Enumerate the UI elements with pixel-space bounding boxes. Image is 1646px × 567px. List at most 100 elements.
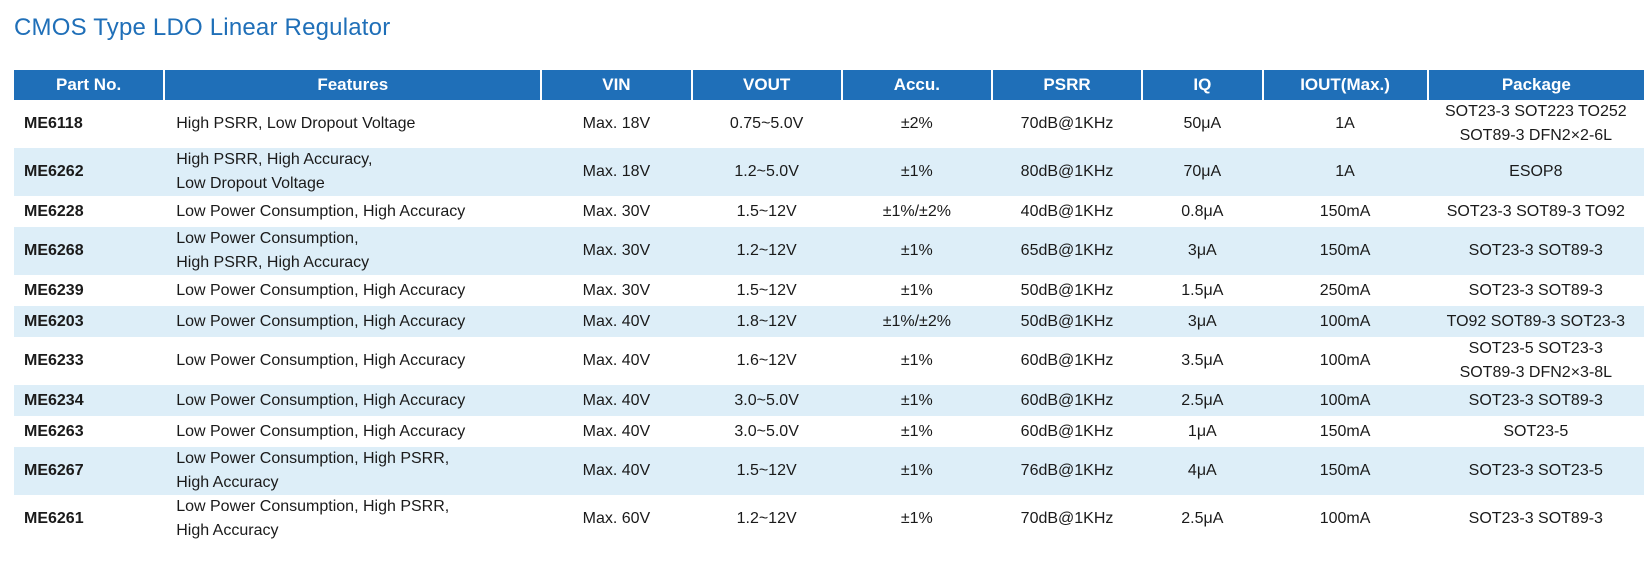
package-cell: SOT23-3 SOT89-3	[1427, 227, 1644, 275]
vout-cell: 1.2~12V	[691, 227, 842, 275]
features-cell: High PSRR, High Accuracy, Low Dropout Vol…	[164, 148, 542, 196]
vin-cell: Max. 30V	[582, 202, 651, 220]
iout-cell: 1A	[1262, 148, 1428, 196]
psrr-cell: 60dB@1KHz	[1020, 352, 1114, 369]
iout-cell: 150mA	[1262, 227, 1428, 275]
iq-cell: 3.5μA	[1181, 352, 1224, 369]
iq-cell: 3μA	[1142, 306, 1263, 337]
vout-cell: 1.6~12V	[736, 352, 797, 369]
part-number-cell: ME6233	[24, 352, 84, 369]
iq-cell: 4μA	[1142, 447, 1263, 495]
part-number-cell: ME6203	[14, 306, 165, 337]
psrr-cell: 80dB@1KHz	[991, 148, 1143, 196]
iq-cell: 3μA	[1142, 227, 1263, 275]
part-number-cell: ME6118	[24, 115, 83, 132]
package-cell: SOT23-3 SOT89-3	[1428, 495, 1644, 543]
vin-cell: Max. 40V	[541, 385, 692, 416]
psrr-cell: 70dB@1KHz	[1020, 115, 1114, 132]
vout-cell: 0.75~5.0V	[729, 115, 804, 132]
vin-cell: Max. 18V	[582, 115, 651, 132]
features-line: Low Power Consumption, High PSRR,	[176, 450, 450, 467]
features-cell: Low Power Consumption, High Accuracy	[164, 306, 542, 337]
part-number-cell: ME6268	[14, 227, 165, 275]
package-line: SOT23-3 SOT89-3	[1468, 391, 1603, 409]
part-number-cell: ME6263	[24, 422, 84, 440]
iout-cell: 250mA	[1319, 281, 1371, 299]
package-line: SOT23-5 SOT23-3	[1468, 340, 1603, 357]
vin-cell: Max. 30V	[582, 281, 651, 299]
column-header-psrr: PSRR	[990, 70, 1143, 100]
table-row: ME6267 Low Power Consumption, High PSRR, H…	[14, 447, 1644, 495]
column-header-iout: IOUT(Max.)	[1261, 70, 1428, 100]
features-line: High PSRR, Low Dropout Voltage	[176, 115, 416, 132]
vin-cell: Max. 40V	[541, 306, 692, 337]
iq-cell: 1.5μA	[1181, 281, 1224, 299]
features-cell: Low Power Consumption, High PSRR, High Ac…	[164, 495, 541, 543]
page-title: CMOS Type LDO Linear Regulator	[14, 14, 391, 41]
table-row: ME6118 High PSRR, Low Dropout Voltage Max.…	[14, 100, 1644, 148]
part-number-cell: ME6228	[24, 202, 84, 220]
vout-cell: 1.2~5.0V	[691, 148, 842, 196]
features-cell: Low Power Consumption, High PSRR, High Ac…	[164, 227, 542, 275]
features-line: Low Power Consumption, High Accuracy	[176, 352, 466, 369]
features-line: Low Dropout Voltage	[176, 175, 325, 192]
features-cell: Low Power Consumption, High Accuracy	[164, 196, 541, 227]
accuracy-cell: ±1%	[900, 281, 933, 299]
features-cell: Low Power Consumption, High Accuracy	[164, 275, 541, 306]
features-line: High PSRR, High Accuracy,	[176, 151, 373, 168]
column-header-package: Package	[1426, 70, 1644, 100]
iq-cell: 2.5μA	[1142, 385, 1263, 416]
column-header-vin: VIN	[540, 70, 692, 100]
package-cell: SOT23-3 SOT89-3	[1427, 385, 1644, 416]
vin-cell: Max. 60V	[582, 510, 651, 527]
accuracy-cell: ±1%	[841, 227, 992, 275]
iq-cell: 1μA	[1187, 422, 1217, 440]
features-cell: Low Power Consumption, High PSRR, High Ac…	[164, 447, 542, 495]
features-cell: High PSRR, Low Dropout Voltage	[164, 100, 541, 148]
iout-cell: 100mA	[1319, 352, 1371, 369]
accuracy-cell: ±1%	[900, 352, 933, 369]
package-line: SOT23-3 SOT89-3	[1468, 281, 1603, 299]
iq-cell: 50μA	[1183, 115, 1222, 132]
package-line: SOT23-3 SOT89-3 TO92	[1446, 202, 1625, 220]
vout-cell: 3.0~5.0V	[734, 422, 799, 440]
psrr-cell: 50dB@1KHz	[991, 306, 1143, 337]
package-line: SOT23-5	[1503, 422, 1569, 440]
accuracy-cell: ±2%	[900, 115, 933, 132]
vin-cell: Max. 40V	[541, 447, 692, 495]
iout-cell: 150mA	[1262, 447, 1428, 495]
package-cell: SOT23-5 SOT23-3 SOT89-3 DFN2×3-8L	[1428, 337, 1644, 385]
table-row: ME6268 Low Power Consumption, High PSRR, H…	[14, 227, 1644, 275]
table-body: ME6118 High PSRR, Low Dropout Voltage Max.…	[14, 100, 1644, 543]
iout-cell: 100mA	[1319, 510, 1371, 527]
features-cell: Low Power Consumption, High Accuracy	[164, 385, 542, 416]
part-number-cell: ME6262	[14, 148, 165, 196]
psrr-cell: 70dB@1KHz	[1020, 510, 1114, 527]
table-row: ME6203 Low Power Consumption, High Accura…	[14, 306, 1644, 337]
column-header-features: Features	[163, 70, 542, 100]
iout-cell: 150mA	[1319, 422, 1371, 440]
part-number-cell: ME6261	[24, 510, 84, 527]
package-cell: TO92 SOT89-3 SOT23-3	[1427, 306, 1644, 337]
features-cell: Low Power Consumption, High Accuracy	[164, 337, 541, 385]
psrr-cell: 60dB@1KHz	[991, 385, 1143, 416]
features-line: Low Power Consumption, High PSRR,	[176, 498, 450, 515]
psrr-cell: 50dB@1KHz	[1020, 281, 1114, 299]
iq-cell: 0.8μA	[1181, 202, 1224, 220]
features-line: Low Power Consumption, High Accuracy	[176, 391, 466, 409]
features-line: Low Power Consumption, High Accuracy	[176, 312, 466, 330]
accuracy-cell: ±1%	[841, 148, 992, 196]
vin-cell: Max. 40V	[582, 422, 651, 440]
table-row: ME6234 Low Power Consumption, High Accura…	[14, 385, 1644, 416]
part-number-cell: ME6239	[24, 281, 84, 299]
table-row: ME6228 Low Power Consumption, High Accura…	[14, 196, 1644, 227]
package-line: SOT89-3 DFN2×3-8L	[1459, 364, 1613, 381]
ldo-spec-table: Part No. Features VIN VOUT Accu. PSRR IQ…	[14, 70, 1644, 543]
accuracy-cell: ±1%	[841, 447, 992, 495]
accuracy-cell: ±1%/±2%	[882, 202, 951, 220]
package-line: ESOP8	[1509, 163, 1563, 180]
table-row: ME6261 Low Power Consumption, High PSRR, H…	[14, 495, 1644, 543]
vin-cell: Max. 30V	[541, 227, 692, 275]
package-cell: SOT23-3 SOT23-5	[1427, 447, 1644, 495]
psrr-cell: 76dB@1KHz	[991, 447, 1143, 495]
